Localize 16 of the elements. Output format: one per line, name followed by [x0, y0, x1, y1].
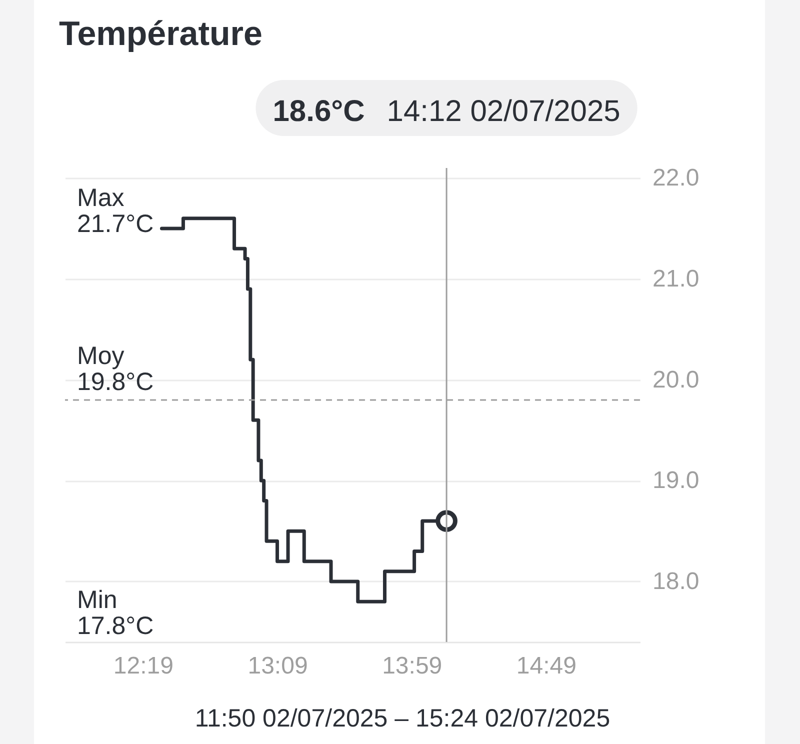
chart-title: Température [59, 15, 262, 53]
text: 14:12 02/07/2025 [386, 95, 620, 128]
x-tick-label: 13:59 [382, 652, 442, 680]
text: 18.6°C [272, 95, 365, 128]
y-tick-label: 21.0 [652, 265, 700, 292]
x-tick-label: 13:09 [248, 652, 308, 680]
annotation: Max 21.7°C [77, 184, 154, 238]
ref-line-label: Moy 19.8°C [77, 342, 154, 396]
x-axis-title: 11:50 02/07/2025 – 15:24 02/07/2025 [194, 704, 610, 732]
x-tick-label: 12:19 [113, 652, 174, 680]
y-tick-label: 20.0 [652, 366, 700, 394]
y-tick-label: 18.0 [652, 568, 700, 595]
y-tick-label: 22.0 [652, 164, 700, 192]
x-tick-label: 14:49 [516, 652, 576, 680]
annotation: Min 17.8°C [77, 586, 154, 640]
y-tick-label: 19.0 [652, 467, 700, 494]
